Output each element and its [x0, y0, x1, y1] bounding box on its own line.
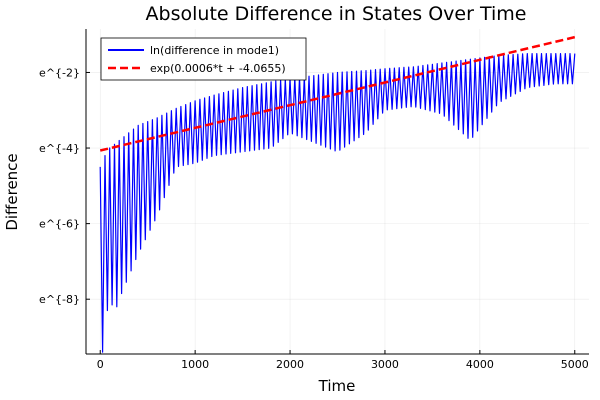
x-ticks: 0 1000 2000 3000 4000 5000: [97, 350, 589, 371]
y-tick-label: e^{-8}: [39, 293, 80, 306]
legend-label-series-1: ln(difference in mode1): [150, 44, 279, 57]
series-line-mode1: [99, 53, 576, 353]
x-tick-label: 3000: [371, 358, 399, 371]
legend-label-series-2: exp(0.0006*t + -4.0655): [150, 62, 286, 75]
y-axis-label: Difference: [3, 153, 21, 230]
x-tick-label: 1000: [181, 358, 209, 371]
x-tick-label: 2000: [276, 358, 304, 371]
y-ticks: e^{-8} e^{-6} e^{-4} e^{-2}: [39, 66, 90, 306]
y-tick-label: e^{-2}: [39, 66, 80, 79]
y-tick-label: e^{-4}: [39, 142, 80, 155]
x-tick-label: 0: [97, 358, 104, 371]
legend-box: [100, 37, 307, 81]
x-tick-label: 5000: [561, 358, 589, 371]
y-tick-label: e^{-6}: [39, 218, 80, 231]
x-axis-label: Time: [318, 377, 356, 395]
series-layer: [99, 35, 576, 353]
series-line-fit: [99, 35, 576, 152]
chart-title: Absolute Difference in States Over Time: [146, 3, 527, 25]
x-tick-label: 4000: [466, 358, 494, 371]
legend: ln(difference in mode1) exp(0.0006*t + -…: [100, 37, 307, 81]
